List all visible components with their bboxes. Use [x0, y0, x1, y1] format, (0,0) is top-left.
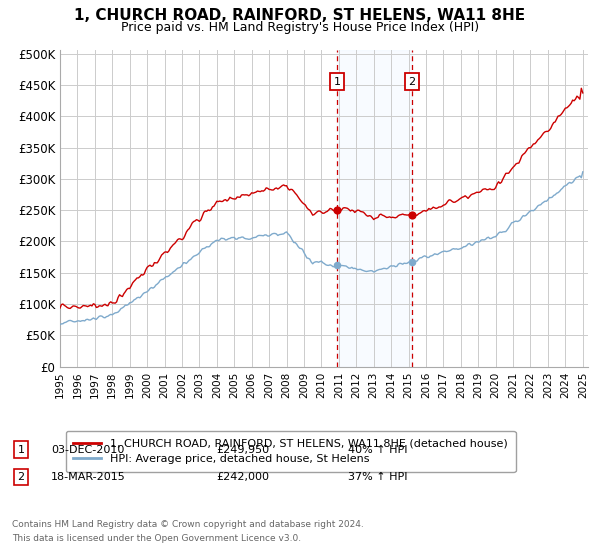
Text: £249,950: £249,950 [216, 445, 269, 455]
Text: This data is licensed under the Open Government Licence v3.0.: This data is licensed under the Open Gov… [12, 534, 301, 543]
Text: 37% ↑ HPI: 37% ↑ HPI [348, 472, 407, 482]
Point [332, 206, 342, 214]
Text: Contains HM Land Registry data © Crown copyright and database right 2024.: Contains HM Land Registry data © Crown c… [12, 520, 364, 529]
Point [407, 211, 417, 220]
Text: 03-DEC-2010: 03-DEC-2010 [51, 445, 124, 455]
Text: 40% ↑ HPI: 40% ↑ HPI [348, 445, 407, 455]
Legend: 1, CHURCH ROAD, RAINFORD, ST HELENS, WA11 8HE (detached house), HPI: Average pri: 1, CHURCH ROAD, RAINFORD, ST HELENS, WA1… [65, 431, 515, 472]
Point [407, 258, 417, 267]
Text: Price paid vs. HM Land Registry's House Price Index (HPI): Price paid vs. HM Land Registry's House … [121, 21, 479, 34]
Text: 1, CHURCH ROAD, RAINFORD, ST HELENS, WA11 8HE: 1, CHURCH ROAD, RAINFORD, ST HELENS, WA1… [74, 8, 526, 24]
Point [332, 260, 342, 269]
Bar [337, 50, 412, 367]
Text: 2: 2 [17, 472, 25, 482]
Text: 2: 2 [409, 77, 416, 87]
Text: 18-MAR-2015: 18-MAR-2015 [51, 472, 126, 482]
Text: £242,000: £242,000 [216, 472, 269, 482]
Text: 1: 1 [17, 445, 25, 455]
Text: 1: 1 [334, 77, 341, 87]
